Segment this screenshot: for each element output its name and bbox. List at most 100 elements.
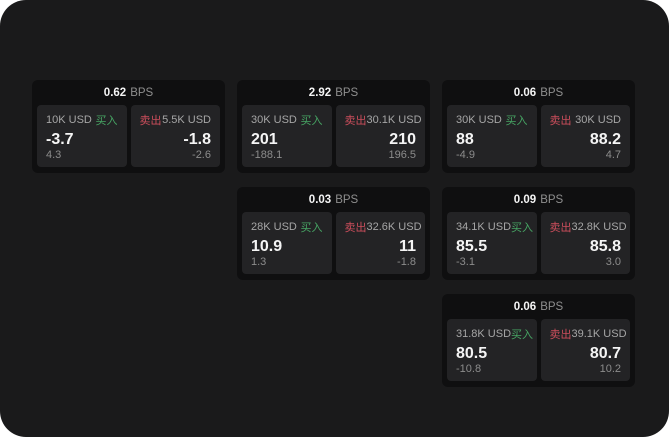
sell-price: 88.2 <box>589 130 621 148</box>
buy-amount: 31.8K USD <box>456 328 512 340</box>
card-header: 0.62 BPS <box>32 80 225 105</box>
quote-card[interactable]: 0.09 BPS 34.1K USD 买入 85.5 -3.1 卖出 32.8K… <box>442 187 635 280</box>
sell-change: -1.8 <box>397 256 416 268</box>
card-header: 0.09 BPS <box>442 187 635 212</box>
sell-price: 210 <box>389 130 416 148</box>
buy-side-label: 买入 <box>300 115 323 127</box>
sell-amount: 30.1K USD <box>366 114 422 126</box>
quote-card[interactable]: 2.92 BPS 30K USD 买入 201 -188.1 卖出 30.1K … <box>237 80 430 173</box>
buy-price: 85.5 <box>456 237 488 255</box>
bps-value: 0.06 <box>513 300 537 313</box>
card-body: 34.1K USD 买入 85.5 -3.1 卖出 32.8K USD 85.8… <box>442 212 635 280</box>
sell-amount: 5.5K USD <box>162 114 211 126</box>
sell-amount: 32.8K USD <box>571 221 627 233</box>
card-body: 28K USD 买入 10.9 1.3 卖出 32.6K USD 11 -1.8 <box>237 212 430 280</box>
buy-amount: 34.1K USD <box>456 221 512 233</box>
buy-amount: 30K USD <box>456 114 502 126</box>
sell-price: 11 <box>399 237 416 255</box>
buy-side-label: 买入 <box>95 115 118 127</box>
sell-panel-top-row: 卖出 5.5K USD <box>140 112 212 128</box>
buy-amount: 30K USD <box>251 114 297 126</box>
buy-change: -4.9 <box>456 149 475 161</box>
buy-panel-top-row: 28K USD 买入 <box>251 219 323 235</box>
buy-side-label: 买入 <box>505 115 528 127</box>
bps-unit-label: BPS <box>335 86 359 99</box>
buy-change: -10.8 <box>456 363 482 375</box>
sell-quote-panel[interactable]: 卖出 32.6K USD 11 -1.8 <box>335 212 425 274</box>
sell-side-label: 卖出 <box>549 329 572 341</box>
quote-card[interactable]: 0.06 BPS 31.8K USD 买入 80.5 -10.8 卖出 39.1… <box>442 294 635 387</box>
sell-price: 80.7 <box>589 344 621 362</box>
sell-panel-top-row: 卖出 30K USD <box>550 112 622 128</box>
sell-change: -2.6 <box>192 149 211 161</box>
sell-change: 196.5 <box>388 149 416 161</box>
sell-panel-top-row: 卖出 39.1K USD <box>549 326 627 342</box>
buy-quote-panel[interactable]: 28K USD 买入 10.9 1.3 <box>242 212 332 274</box>
buy-side-label: 买入 <box>511 329 534 341</box>
sell-quote-panel[interactable]: 卖出 30.1K USD 210 196.5 <box>335 105 425 167</box>
bps-value: 0.09 <box>513 193 537 206</box>
card-header: 2.92 BPS <box>237 80 430 105</box>
sell-change: 4.7 <box>605 149 621 161</box>
sell-side-label: 卖出 <box>549 115 572 127</box>
bps-value: 2.92 <box>308 86 332 99</box>
sell-quote-panel[interactable]: 卖出 5.5K USD -1.8 -2.6 <box>130 105 220 167</box>
buy-price: 80.5 <box>456 344 488 362</box>
sell-price: 85.8 <box>589 237 621 255</box>
sell-panel-top-row: 卖出 30.1K USD <box>345 112 422 128</box>
card-header: 0.06 BPS <box>442 294 635 319</box>
sell-amount: 32.6K USD <box>366 221 422 233</box>
sell-panel-top-row: 卖出 32.6K USD <box>344 219 422 235</box>
quote-card[interactable]: 0.06 BPS 30K USD 买入 88 -4.9 卖出 30K USD 8… <box>442 80 635 173</box>
buy-quote-panel[interactable]: 31.8K USD 买入 80.5 -10.8 <box>447 319 537 381</box>
buy-change: 1.3 <box>251 256 267 268</box>
buy-change: -188.1 <box>251 149 283 161</box>
bps-unit-label: BPS <box>540 86 564 99</box>
buy-quote-panel[interactable]: 34.1K USD 买入 85.5 -3.1 <box>447 212 537 274</box>
buy-side-label: 买入 <box>300 222 323 234</box>
sell-side-label: 卖出 <box>139 115 162 127</box>
buy-panel-top-row: 31.8K USD 买入 <box>456 326 533 342</box>
buy-panel-top-row: 34.1K USD 买入 <box>456 219 533 235</box>
bps-value: 0.06 <box>513 86 537 99</box>
bps-unit-label: BPS <box>130 86 154 99</box>
buy-change: 4.3 <box>46 149 62 161</box>
buy-price: 201 <box>251 130 278 148</box>
card-header: 0.06 BPS <box>442 80 635 105</box>
sell-panel-top-row: 卖出 32.8K USD <box>549 219 627 235</box>
sell-price: -1.8 <box>183 130 211 148</box>
card-header: 0.03 BPS <box>237 187 430 212</box>
buy-panel-top-row: 30K USD 买入 <box>251 112 323 128</box>
quote-card[interactable]: 0.62 BPS 10K USD 买入 -3.7 4.3 卖出 5.5K USD… <box>32 80 225 173</box>
buy-side-label: 买入 <box>511 222 534 234</box>
card-body: 31.8K USD 买入 80.5 -10.8 卖出 39.1K USD 80.… <box>442 319 635 387</box>
sell-change: 10.2 <box>599 363 621 375</box>
sell-side-label: 卖出 <box>549 222 572 234</box>
buy-quote-panel[interactable]: 10K USD 买入 -3.7 4.3 <box>37 105 127 167</box>
buy-price: 88 <box>456 130 474 148</box>
sell-amount: 30K USD <box>575 114 621 126</box>
sell-side-label: 卖出 <box>344 222 367 234</box>
sell-amount: 39.1K USD <box>571 328 627 340</box>
buy-amount: 28K USD <box>251 221 297 233</box>
buy-panel-top-row: 10K USD 买入 <box>46 112 118 128</box>
buy-quote-panel[interactable]: 30K USD 买入 201 -188.1 <box>242 105 332 167</box>
card-body: 10K USD 买入 -3.7 4.3 卖出 5.5K USD -1.8 -2.… <box>32 105 225 173</box>
bps-unit-label: BPS <box>335 193 359 206</box>
buy-price: 10.9 <box>251 237 283 255</box>
card-body: 30K USD 买入 88 -4.9 卖出 30K USD 88.2 4.7 <box>442 105 635 173</box>
buy-change: -3.1 <box>456 256 475 268</box>
bps-unit-label: BPS <box>540 193 564 206</box>
bps-value: 0.62 <box>103 86 127 99</box>
buy-amount: 10K USD <box>46 114 92 126</box>
card-body: 30K USD 买入 201 -188.1 卖出 30.1K USD 210 1… <box>237 105 430 173</box>
sell-quote-panel[interactable]: 卖出 39.1K USD 80.7 10.2 <box>540 319 630 381</box>
cards-grid: 0.62 BPS 10K USD 买入 -3.7 4.3 卖出 5.5K USD… <box>32 80 635 387</box>
buy-panel-top-row: 30K USD 买入 <box>456 112 528 128</box>
sell-quote-panel[interactable]: 卖出 32.8K USD 85.8 3.0 <box>540 212 630 274</box>
buy-quote-panel[interactable]: 30K USD 买入 88 -4.9 <box>447 105 537 167</box>
quote-card[interactable]: 0.03 BPS 28K USD 买入 10.9 1.3 卖出 32.6K US… <box>237 187 430 280</box>
sell-quote-panel[interactable]: 卖出 30K USD 88.2 4.7 <box>540 105 630 167</box>
bps-value: 0.03 <box>308 193 332 206</box>
